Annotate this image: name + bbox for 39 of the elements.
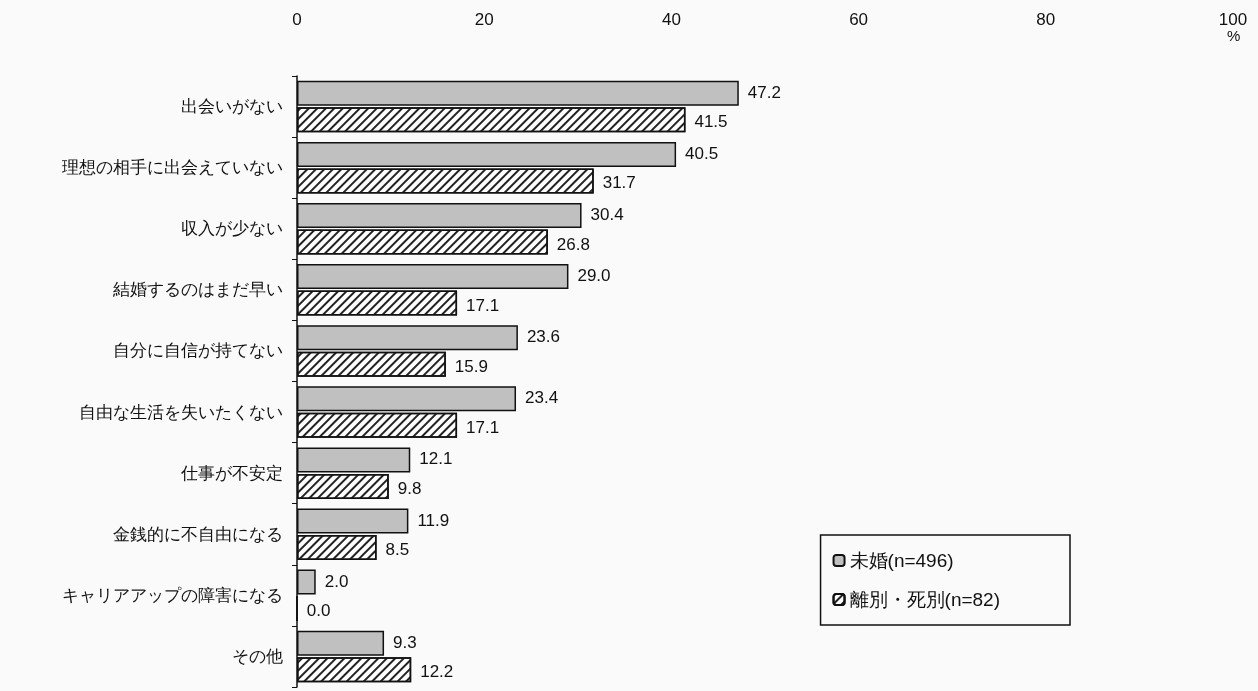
y-tick-label: 仕事が不安定 — [180, 463, 283, 483]
data-label: 12.2 — [420, 662, 454, 682]
data-label: 2.0 — [324, 571, 349, 591]
data-label: 8.5 — [385, 540, 410, 559]
data-label: 15.9 — [454, 356, 488, 376]
y-tick-label: 自分に自信が持てない — [113, 341, 283, 361]
data-label: 40.5 — [685, 143, 719, 163]
data-label: 47.2 — [747, 82, 781, 102]
x-tick-label: 0 — [292, 10, 302, 29]
x-tick-label: 40 — [661, 10, 681, 29]
data-label: 31.7 — [602, 173, 636, 193]
data-label: 23.6 — [526, 327, 560, 347]
data-label: 17.1 — [466, 417, 500, 437]
data-label: 29.0 — [577, 266, 611, 286]
y-tick-label: その他 — [232, 646, 283, 666]
y-tick-label: 結婚するのはまだ早い — [112, 280, 283, 300]
y-tick-label: 金銭的に不自由になる — [113, 524, 283, 544]
x-tick-label: 100 — [1218, 10, 1248, 29]
x-tick-label: 60 — [849, 10, 869, 29]
data-label: 17.1 — [466, 295, 500, 315]
data-label: 23.4 — [525, 388, 559, 408]
data-label: 9.3 — [393, 632, 417, 652]
legend-label: 未婚(n=496) — [849, 550, 954, 571]
y-tick-label: 出会いがない — [181, 97, 283, 117]
x-axis-title: % — [1227, 27, 1241, 44]
data-label: 11.9 — [417, 510, 450, 530]
y-tick-label: キャリアアップの障害になる — [62, 585, 283, 605]
data-label: 41.5 — [694, 112, 728, 132]
y-tick-label: 収入が少ない — [181, 219, 283, 239]
y-tick-label: 理想の相手に出会えていない — [62, 158, 283, 178]
data-label: 26.8 — [556, 234, 590, 254]
data-label: 0.0 — [306, 601, 331, 621]
data-label: 12.1 — [419, 449, 453, 469]
legend-label: 離別・死別(n=82) — [849, 589, 1000, 610]
x-tick-label: 20 — [474, 10, 494, 29]
y-tick-label: 自由な生活を失いたくない — [79, 402, 283, 422]
data-label: 9.8 — [397, 478, 422, 498]
data-label: 30.4 — [590, 205, 624, 224]
x-tick-label: 80 — [1036, 10, 1056, 29]
